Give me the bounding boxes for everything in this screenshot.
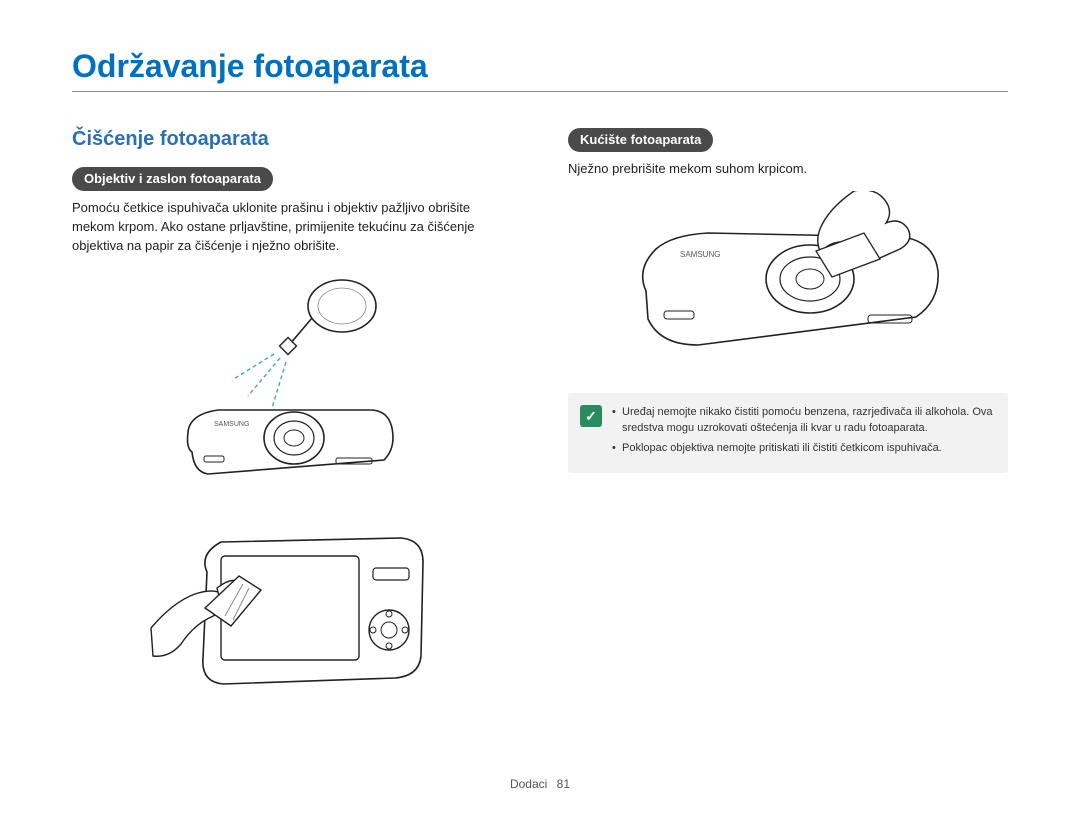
note-list: Uređaj nemojte nikako čistiti pomoću ben… (612, 405, 994, 461)
note-box: ✓ Uređaj nemojte nikako čistiti pomoću b… (568, 393, 1008, 473)
footer-label: Dodaci (510, 777, 547, 791)
page-title: Održavanje fotoaparata (72, 48, 1008, 85)
body-text: Nježno prebrišite mekom suhom krpicom. (568, 160, 1008, 179)
left-column: Čišćenje fotoaparata Objektiv i zaslon f… (72, 128, 512, 734)
page-footer: Dodaci 81 (0, 777, 1080, 791)
illustration-wipe-screen (72, 516, 512, 716)
lens-screen-text: Pomoću četkice ispuhivača uklonite praši… (72, 199, 512, 256)
note-item: Poklopac objektiva nemojte pritiskati il… (612, 441, 994, 457)
content-columns: Čišćenje fotoaparata Objektiv i zaslon f… (72, 128, 1008, 734)
pill-lens-screen: Objektiv i zaslon fotoaparata (72, 167, 273, 191)
section-heading-cleaning: Čišćenje fotoaparata (72, 128, 512, 151)
note-item: Uređaj nemojte nikako čistiti pomoću ben… (612, 405, 994, 437)
note-icon: ✓ (580, 405, 602, 427)
title-rule (72, 91, 1008, 92)
svg-text:SAMSUNG: SAMSUNG (214, 421, 249, 428)
footer-page-number: 81 (557, 777, 570, 791)
svg-text:SAMSUNG: SAMSUNG (680, 250, 720, 259)
pill-body: Kućište fotoaparata (568, 128, 713, 152)
illustration-wipe-body: SAMSUNG (568, 191, 1008, 371)
right-column: Kućište fotoaparata Nježno prebrišite me… (568, 128, 1008, 734)
illustration-blower: SAMSUNG (72, 268, 512, 498)
